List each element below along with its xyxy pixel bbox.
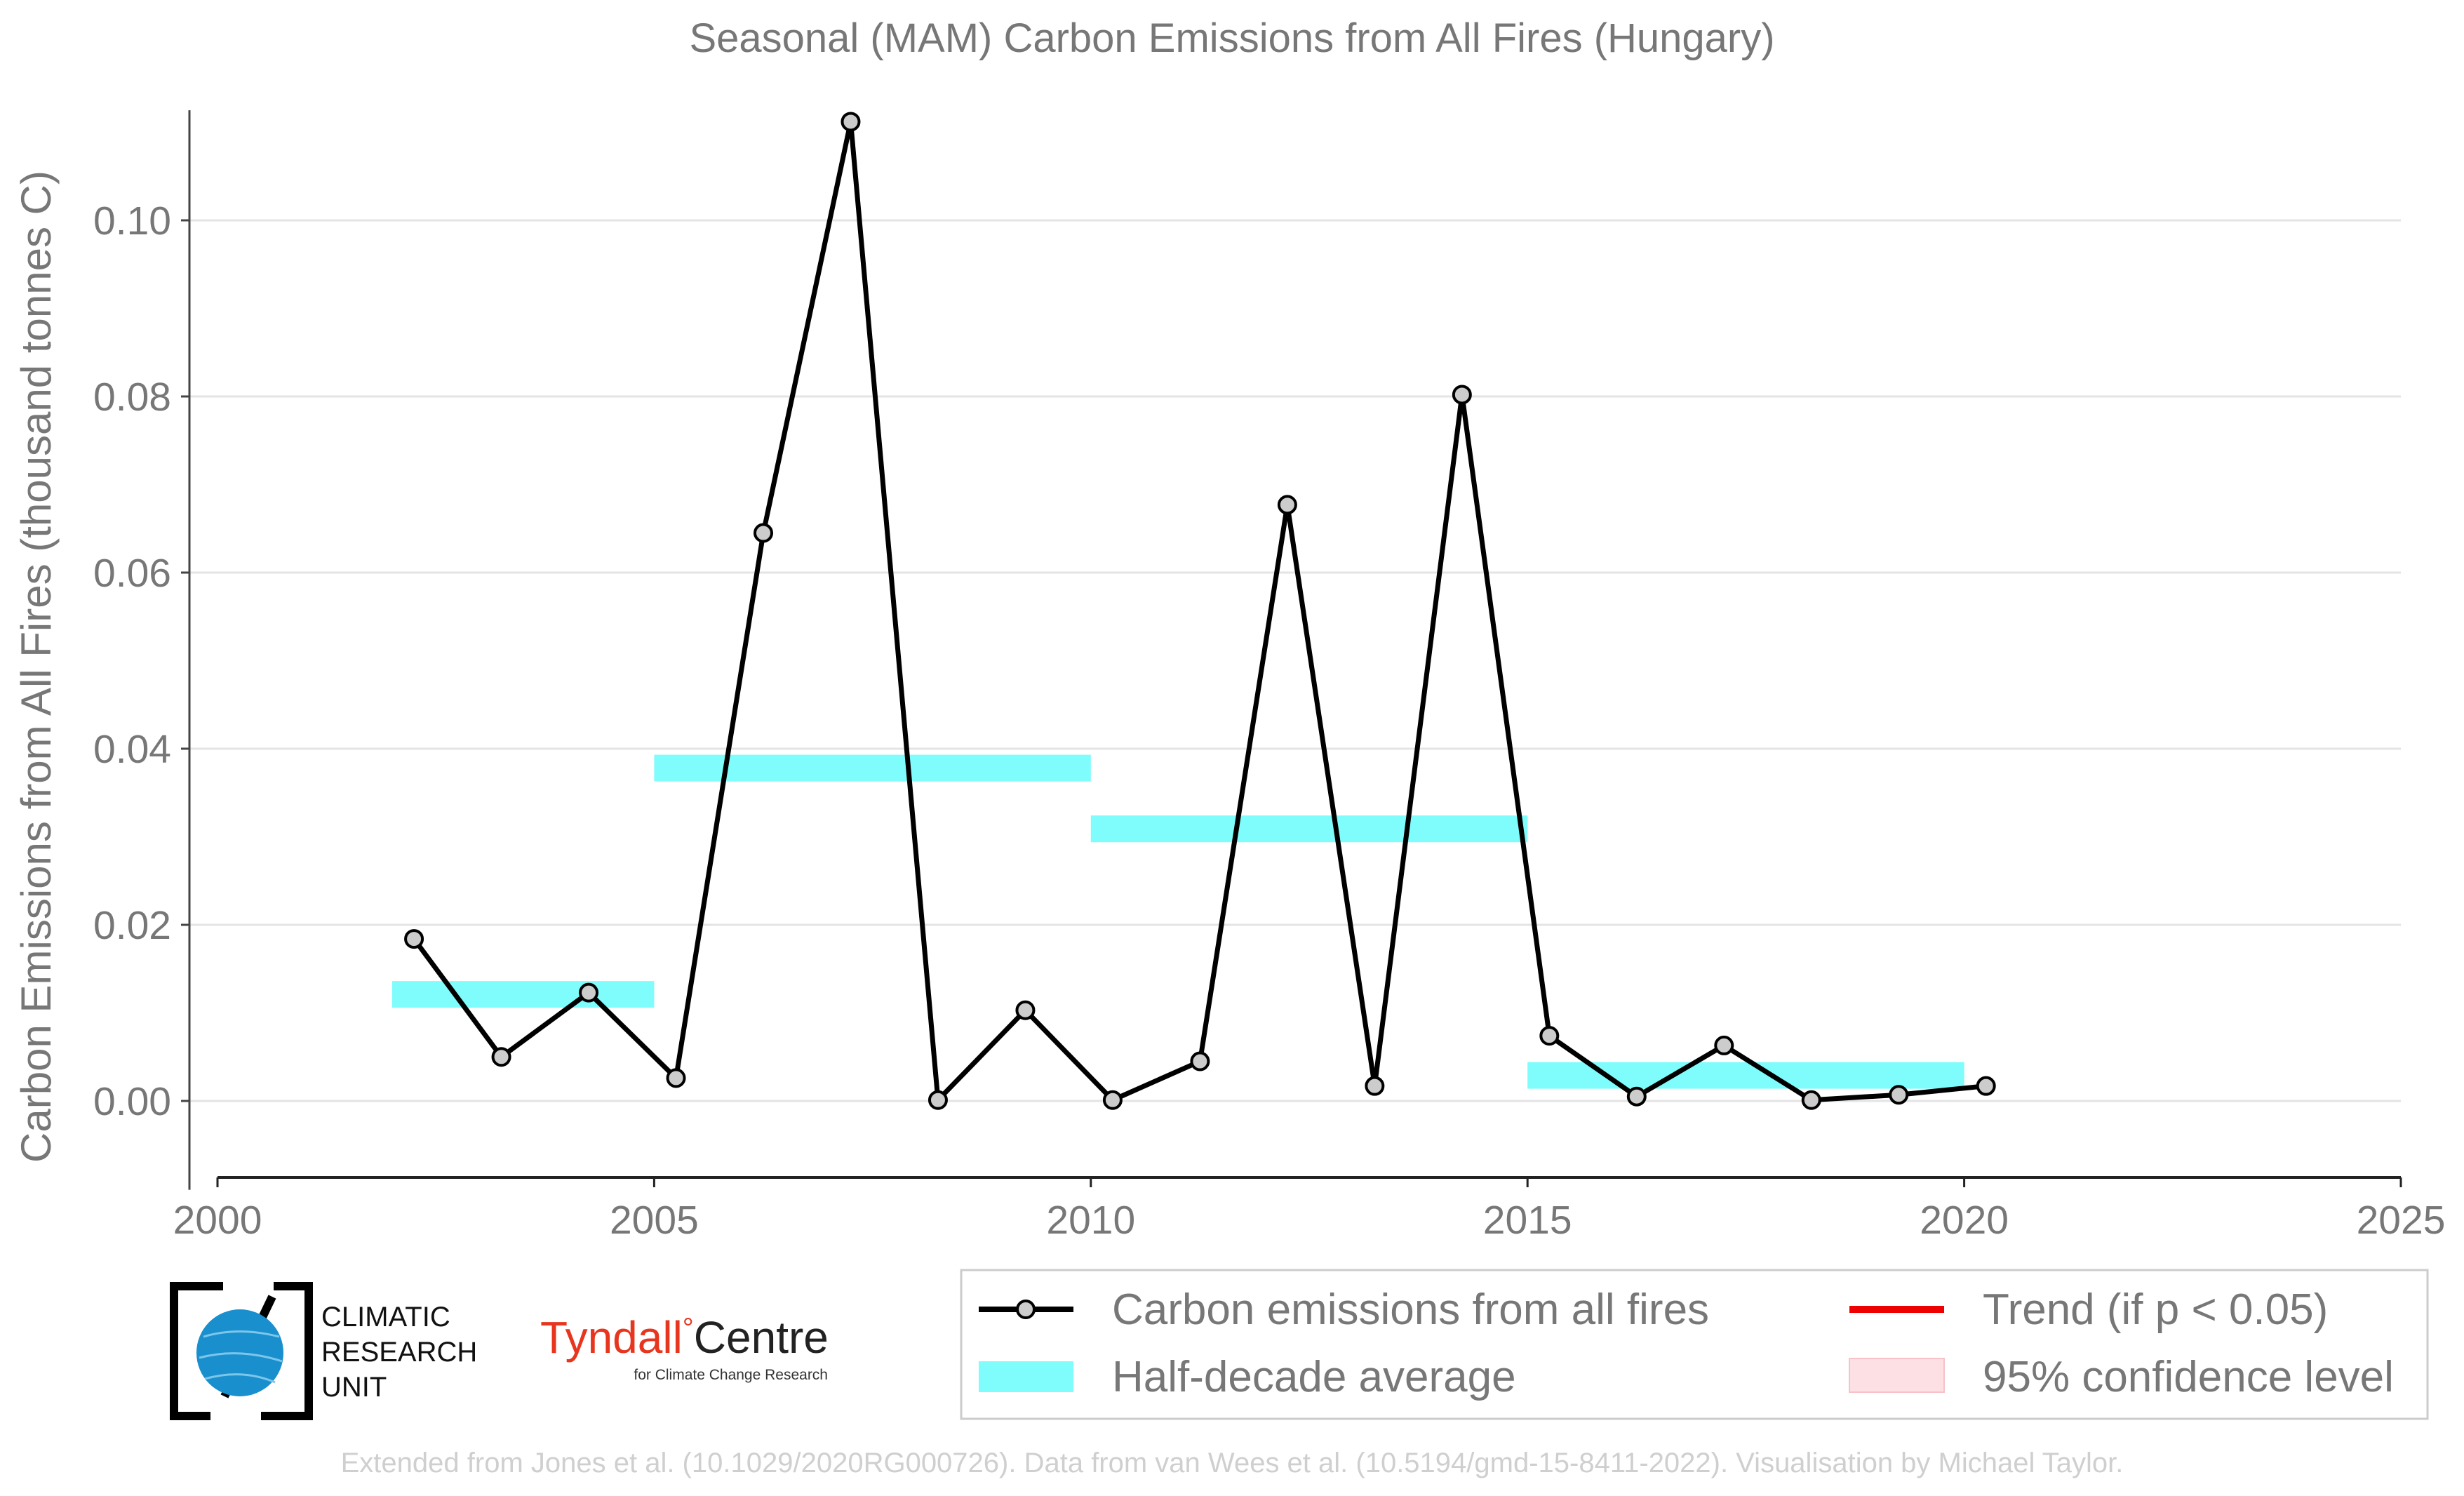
y-tick-label: 0.06 — [93, 551, 171, 596]
tyndall-name-2: Centre — [694, 1312, 829, 1363]
emissions-series — [404, 112, 1996, 1110]
data-point — [1277, 495, 1297, 515]
half-decade-average-bar — [654, 754, 1091, 782]
half-decade-average-bars — [391, 754, 1964, 1089]
data-point — [1539, 1026, 1560, 1046]
legend-label-half-decade: Half-decade average — [1112, 1353, 1516, 1401]
tyndall-subtitle: for Climate Change Research — [634, 1367, 828, 1383]
legend-label-confidence: 95% confidence level — [1983, 1353, 2394, 1401]
data-point — [1889, 1085, 1909, 1105]
legend-marker-emissions — [1016, 1300, 1036, 1319]
cru-line-2: RESEARCH — [321, 1337, 477, 1368]
data-point — [841, 112, 861, 132]
legend-swatch-half-decade — [979, 1361, 1073, 1392]
data-point — [1626, 1086, 1647, 1107]
y-tick-label: 0.10 — [93, 199, 171, 243]
legend-box — [960, 1269, 2429, 1420]
x-tick-label: 2005 — [610, 1198, 699, 1243]
data-point — [754, 523, 773, 543]
y-tick-label: 0.04 — [93, 727, 171, 772]
data-point — [1801, 1090, 1821, 1110]
data-point — [491, 1047, 511, 1067]
data-point — [1976, 1076, 1996, 1096]
cru-bracket-right — [261, 1282, 313, 1420]
y-tick-label: 0.08 — [93, 375, 171, 420]
svg-text:Tyndall°Centre: Tyndall°Centre — [540, 1312, 829, 1363]
chart-title: Seasonal (MAM) Carbon Emissions from All… — [689, 15, 1774, 61]
half-decade-average-bar — [1527, 1062, 1964, 1089]
data-point — [1015, 1000, 1036, 1020]
x-tick-label: 2020 — [1920, 1198, 2009, 1243]
cru-line-1: CLIMATIC — [321, 1302, 450, 1333]
x-tick-label: 2000 — [173, 1198, 262, 1243]
data-point — [1190, 1051, 1210, 1071]
legend: Carbon emissions from all fires Half-dec… — [960, 1269, 2429, 1420]
tyndall-logo: Tyndall°Centre for Climate Change Resear… — [540, 1312, 829, 1383]
axes: 0.00 0.02 0.04 0.06 0.08 0.10 2000 2005 2010 2015… — [93, 110, 2445, 1243]
cru-line-3: UNIT — [321, 1372, 387, 1403]
data-point — [579, 982, 599, 1003]
emissions-line — [412, 119, 1987, 1103]
tyndall-degree: ° — [683, 1313, 694, 1344]
credit-text: Extended from Jones et al. (10.1029/2020… — [341, 1448, 2124, 1478]
data-point — [1714, 1035, 1734, 1055]
cru-bracket-left — [170, 1282, 223, 1420]
tyndall-name-1: Tyndall — [540, 1312, 683, 1363]
data-point — [928, 1090, 948, 1110]
gridlines — [189, 219, 2401, 1102]
data-point — [666, 1068, 686, 1088]
half-decade-average-bar — [391, 981, 655, 1008]
legend-swatch-confidence — [1849, 1358, 1945, 1393]
data-point — [1452, 385, 1472, 405]
half-decade-average-bar — [1090, 815, 1528, 843]
cru-logo: CLIMATIC RESEARCH UNIT — [170, 1282, 477, 1420]
data-point — [1102, 1090, 1123, 1110]
x-tick-label: 2010 — [1046, 1198, 1135, 1243]
legend-label-trend: Trend (if p < 0.05) — [1983, 1285, 2328, 1334]
y-tick-label: 0.00 — [93, 1079, 171, 1124]
data-point — [404, 929, 424, 949]
y-tick-label: 0.02 — [93, 903, 171, 948]
legend-label-emissions: Carbon emissions from all fires — [1112, 1285, 1709, 1334]
x-tick-label: 2015 — [1483, 1198, 1572, 1243]
data-point — [1365, 1076, 1385, 1096]
x-tick-label: 2025 — [2357, 1198, 2446, 1243]
y-axis-label: Carbon Emissions from All Fires (thousan… — [13, 171, 60, 1163]
